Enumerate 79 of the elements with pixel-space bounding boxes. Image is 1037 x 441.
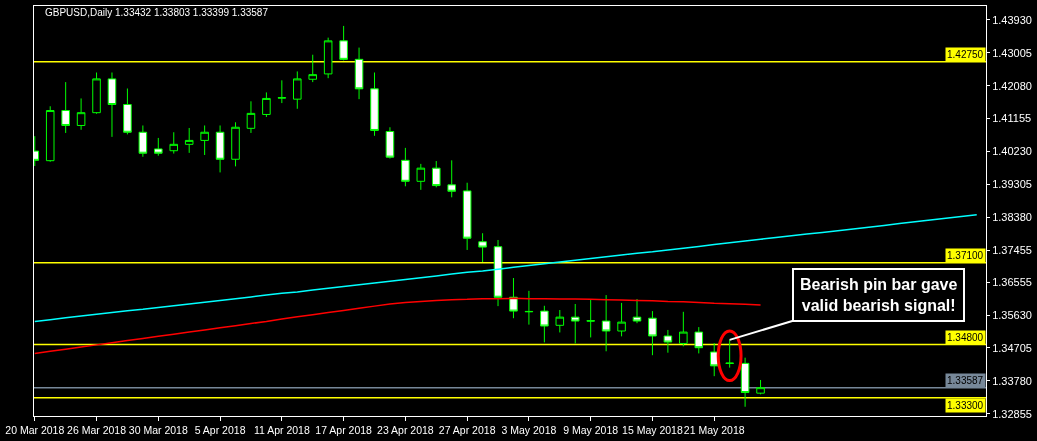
candlestick (401, 147, 410, 187)
candlestick (246, 100, 256, 134)
candlestick (154, 137, 163, 157)
candlestick (76, 97, 86, 131)
candlestick (632, 298, 642, 324)
candlestick (478, 232, 487, 263)
candlestick (184, 127, 194, 154)
y-tick-label: 1.43005 (992, 46, 1032, 59)
y-tick-label: 1.38380 (992, 211, 1032, 224)
y-tick-label: 1.37455 (992, 243, 1032, 256)
candlestick (570, 303, 580, 344)
x-tick-label: 9 May 2018 (563, 423, 619, 436)
candlestick (416, 163, 426, 191)
chart-title: GBPUSD,Daily 1.33432 1.33803 1.33399 1.33587 (45, 6, 269, 18)
candlestick (555, 309, 565, 333)
candlestick (293, 70, 302, 110)
x-tick-label: 5 Apr 2018 (194, 423, 246, 436)
ref-line-label: 1.34800 (947, 332, 984, 343)
ref-line-label: 1.33587 (947, 375, 984, 386)
candlestick (169, 131, 179, 155)
y-tick-label: 1.39305 (992, 178, 1032, 191)
candlestick (462, 182, 472, 251)
candlestick (200, 124, 209, 156)
x-tick-label: 11 Apr 2018 (253, 423, 310, 436)
candlestick (92, 72, 101, 115)
x-tick-label: 23 Apr 2018 (377, 423, 434, 436)
candlestick (308, 54, 318, 83)
y-tick-label: 1.42080 (992, 79, 1032, 92)
y-tick-label: 1.40230 (992, 145, 1032, 158)
candlestick (509, 277, 518, 319)
candlestick (262, 91, 271, 118)
y-tick-label: 1.33780 (992, 374, 1032, 387)
x-tick-label: 26 Mar 2018 (67, 423, 127, 436)
ref-line-label: 1.33300 (947, 400, 984, 411)
candlestick (601, 294, 611, 352)
candlestick (694, 326, 704, 354)
y-tick-label: 1.32855 (992, 407, 1032, 420)
candlestick (370, 72, 379, 137)
candlestick (524, 290, 534, 326)
candlestick (123, 88, 132, 135)
y-tick-label: 1.43930 (992, 13, 1032, 26)
candlestick (45, 105, 55, 163)
y-tick-label: 1.41155 (992, 112, 1032, 125)
line-series (34, 297, 762, 355)
candlestick (709, 342, 719, 377)
candlestick (61, 81, 70, 134)
candlestick (138, 124, 148, 158)
candlestick (740, 357, 750, 408)
y-tick-label: 1.36555 (992, 275, 1032, 288)
x-tick-label: 15 May 2018 (622, 423, 683, 436)
candlestick (617, 302, 626, 337)
candlestick (447, 159, 456, 198)
candlestick (540, 305, 549, 343)
x-tick-label: 20 Mar 2018 (5, 423, 65, 436)
x-tick-label: 21 May 2018 (683, 423, 745, 436)
x-tick-label: 17 Apr 2018 (315, 423, 373, 436)
candlestick (215, 124, 225, 173)
y-tick-label: 1.34705 (992, 341, 1032, 354)
candlestick (107, 72, 117, 138)
x-tick-label: 3 May 2018 (501, 423, 557, 436)
candlestick (354, 47, 364, 100)
ref-line-label: 1.42750 (947, 49, 984, 60)
annotation: Bearish pin bar gave valid bearish signal! (800, 276, 958, 314)
y-tick-label: 1.35630 (992, 308, 1032, 321)
candlestick (586, 298, 595, 338)
candlestick (493, 239, 503, 307)
candlestick (323, 37, 333, 79)
candlestick (339, 25, 348, 61)
candlestick (231, 121, 240, 167)
candlestick (756, 379, 765, 395)
candlestick (679, 311, 688, 347)
x-tick-label: 30 Mar 2018 (128, 423, 188, 436)
candlestick (663, 329, 673, 354)
x-tick-label: 27 Apr 2018 (438, 423, 496, 436)
candlestick (648, 310, 657, 356)
candlestick (385, 126, 395, 160)
candlestick (277, 79, 287, 104)
ref-line-label: 1.37100 (947, 250, 984, 261)
candlestick (431, 160, 441, 188)
